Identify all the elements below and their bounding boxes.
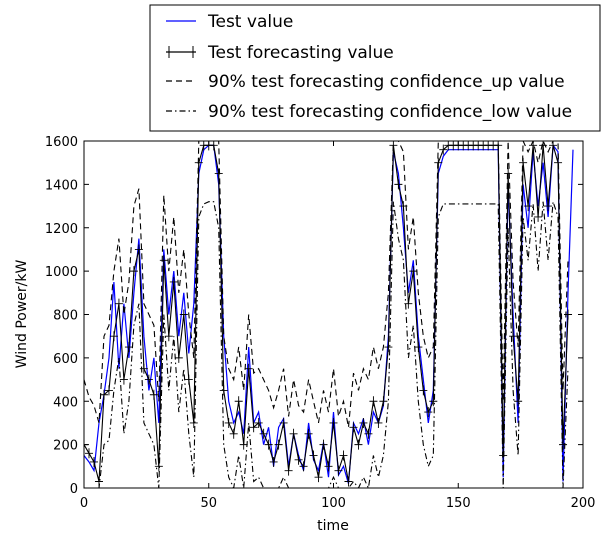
series-1-marker (119, 374, 128, 385)
series-1-marker (214, 168, 223, 179)
x-tick-label: 150 (446, 496, 471, 511)
series-1-marker (439, 144, 448, 155)
legend: Test value Test forecasting value 90% te… (149, 4, 601, 132)
series-1-marker (514, 396, 523, 407)
series-1-marker (284, 465, 293, 476)
series-1-marker (114, 298, 123, 309)
series-1-marker (414, 342, 423, 353)
series-1-marker (89, 456, 98, 467)
series-1-marker (264, 439, 273, 450)
series-1-marker (249, 422, 258, 433)
series-1-marker (174, 352, 183, 363)
series-1-marker (159, 255, 168, 266)
series-1-marker (164, 331, 173, 342)
series-1-marker (189, 417, 198, 428)
series-1-marker (374, 417, 383, 428)
series-1-marker (364, 428, 373, 439)
series-1-marker (269, 456, 278, 467)
y-tick-label: 0 (70, 482, 78, 497)
x-tick-label: 200 (571, 496, 596, 511)
series-1-marker (289, 428, 298, 439)
legend-entry-test-forecasting: Test forecasting value (207, 43, 394, 63)
series-1-marker (149, 389, 158, 400)
series-1-marker (179, 309, 188, 320)
series-1-marker (319, 439, 328, 450)
series-1-marker (424, 407, 433, 418)
series-1-marker (274, 439, 283, 450)
series-1-marker (169, 276, 178, 287)
series-1-marker (209, 141, 218, 151)
x-tick-label: 0 (80, 496, 88, 511)
series-layer (84, 141, 574, 488)
series-1-marker (354, 439, 363, 450)
series-1-marker (129, 266, 138, 277)
y-axis-title: Wind Power/kW (14, 260, 30, 369)
series-1-marker (544, 201, 553, 212)
y-tick-label: 1400 (45, 178, 78, 193)
series-1-marker (344, 476, 353, 487)
y-tick-label: 800 (53, 309, 78, 324)
y-tick-label: 400 (53, 395, 78, 410)
series-line-2 (84, 141, 569, 428)
series-1-marker (309, 450, 318, 461)
series-1-marker (84, 448, 93, 459)
y-tick-label: 600 (53, 352, 78, 367)
series-1-marker (504, 168, 513, 179)
series-1-marker (244, 363, 253, 374)
series-1-marker (324, 461, 333, 472)
series-1-marker (224, 417, 233, 428)
series-1-marker (409, 266, 418, 277)
x-axis-title: time (317, 518, 349, 534)
series-1-marker (299, 461, 308, 472)
series-1-marker (339, 450, 348, 461)
series-1-marker (219, 385, 228, 396)
legend-entry-test-value: Test value (207, 12, 293, 32)
series-1-marker (559, 439, 568, 450)
x-tick-label: 50 (200, 496, 217, 511)
series-1-marker (359, 417, 368, 428)
series-line-0 (84, 143, 574, 484)
series-1-marker (314, 472, 323, 483)
series-1-marker (109, 331, 118, 342)
series-1-marker (429, 396, 438, 407)
series-1-marker (539, 141, 548, 151)
legend-entry-confidence-low: 90% test forecasting confidence_low valu… (208, 102, 572, 122)
series-1-marker (349, 422, 358, 433)
series-1-marker (259, 428, 268, 439)
series-1-marker (329, 417, 338, 428)
series-1-marker (144, 374, 153, 385)
series-1-marker (239, 439, 248, 450)
y-tick-label: 1200 (45, 222, 78, 237)
series-1-marker (384, 342, 393, 353)
series-1-marker (419, 385, 428, 396)
x-tick-label: 100 (321, 496, 346, 511)
series-1-marker (294, 454, 303, 465)
y-tick-label: 1600 (45, 135, 78, 150)
y-tick-label: 1000 (45, 265, 78, 280)
series-1-marker (564, 309, 573, 320)
series-1-marker (279, 417, 288, 428)
series-1-marker (184, 374, 193, 385)
series-1-marker (99, 389, 108, 400)
series-1-marker (154, 461, 163, 472)
series-1-marker (534, 211, 543, 222)
series-1-marker (134, 244, 143, 255)
series-1-marker (229, 428, 238, 439)
series-1-marker (124, 342, 133, 353)
legend-entry-confidence-up: 90% test forecasting confidence_up value (208, 72, 565, 92)
series-1-marker (524, 201, 533, 212)
series-1-marker (304, 428, 313, 439)
series-1-marker (509, 331, 518, 342)
series-1-marker (104, 385, 113, 396)
series-1-marker (369, 396, 378, 407)
series-1-marker (379, 396, 388, 407)
legend-frame (149, 4, 601, 132)
series-1-marker (254, 417, 263, 428)
series-1-marker (334, 465, 343, 476)
series-1-marker (394, 179, 403, 190)
axes: 0 50 100 150 200 0 200 400 600 800 1000 1200 1400 160… (45, 135, 596, 511)
series-1-marker (234, 396, 243, 407)
y-tick-label: 200 (53, 439, 78, 454)
